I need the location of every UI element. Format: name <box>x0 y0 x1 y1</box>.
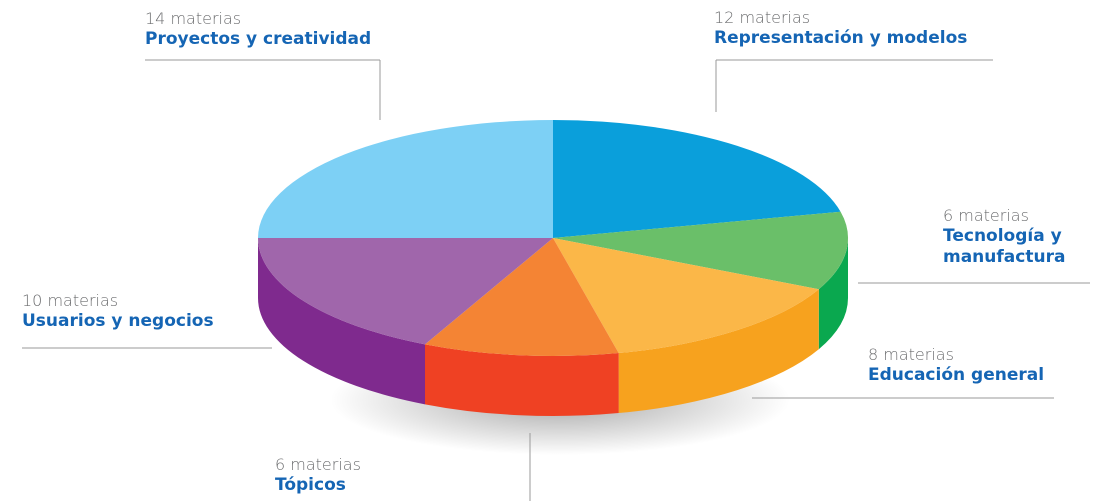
value-label: 8 materias <box>868 345 954 364</box>
value-label: 6 materias <box>943 206 1029 225</box>
slice <box>258 120 553 238</box>
slice <box>553 238 819 354</box>
category-label: Tecnología y manufactura <box>943 226 1066 267</box>
category-label: Representación y modelos <box>714 28 968 48</box>
value-label: 10 materias <box>22 291 119 310</box>
slice-label: 8 materias Educación general <box>868 345 1068 386</box>
slice-side <box>258 238 426 405</box>
category-label: Educación general <box>868 365 1045 385</box>
slice-side <box>618 289 819 414</box>
slice-label: 6 materias Tópicos <box>275 455 475 496</box>
category-label: Proyectos y creatividad <box>145 29 372 49</box>
slice-side <box>818 238 849 350</box>
slice <box>553 211 849 290</box>
slice <box>425 238 619 357</box>
value-label: 12 materias <box>714 8 811 27</box>
slice-side <box>425 344 619 417</box>
slice <box>258 238 553 345</box>
slice-label: 12 materias Representación y modelos <box>714 8 1014 49</box>
slice-label: 14 materias Proyectos y creatividad <box>145 9 445 50</box>
slice <box>553 120 841 238</box>
slice-label: 6 materias Tecnología y manufactura <box>943 206 1093 268</box>
value-label: 6 materias <box>275 455 361 474</box>
category-label: Tópicos <box>275 475 346 495</box>
slice-label: 10 materias Usuarios y negocios <box>22 291 322 332</box>
category-label: Usuarios y negocios <box>22 311 214 331</box>
value-label: 14 materias <box>145 9 242 28</box>
